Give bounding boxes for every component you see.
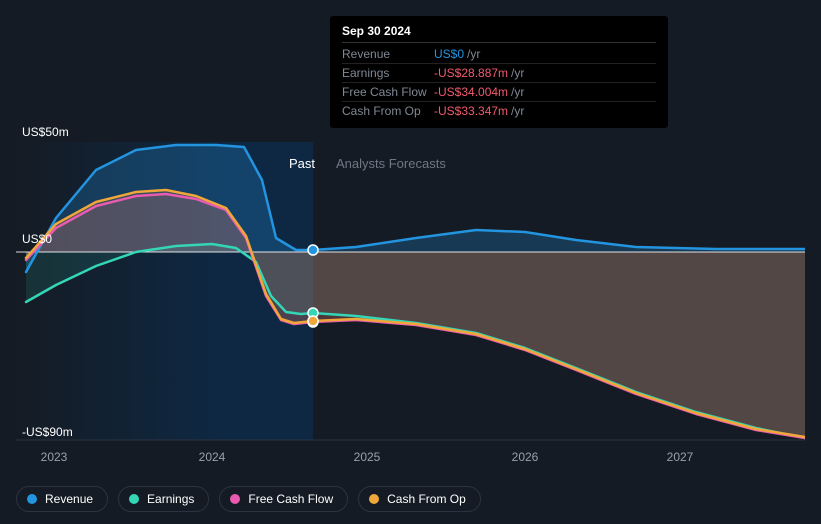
legend-item-revenue[interactable]: Revenue [16,486,108,512]
legend-item-earnings[interactable]: Earnings [118,486,209,512]
legend-dot-icon [369,494,379,504]
tooltip-row-suffix: /yr [511,104,524,118]
region-label-past: Past [289,156,315,171]
tooltip-row: Cash From Op-US$33.347m/yr [342,102,656,120]
x-axis-tick: 2024 [199,450,226,464]
legend-dot-icon [129,494,139,504]
tooltip-row-suffix: /yr [511,66,524,80]
tooltip-row-value: -US$33.347m [434,104,508,118]
y-axis-label: US$0 [22,232,52,246]
legend-label: Revenue [45,492,93,506]
tooltip-row-label: Earnings [342,66,434,80]
tooltip-row-value: -US$34.004m [434,85,508,99]
financial-chart: Past Analysts Forecasts US$50m US$0 -US$90… [16,0,805,470]
legend-label: Earnings [147,492,194,506]
tooltip-row: RevenueUS$0/yr [342,45,656,64]
legend-item-free-cash-flow[interactable]: Free Cash Flow [219,486,348,512]
tooltip-date: Sep 30 2024 [342,24,656,43]
tooltip-row-suffix: /yr [467,47,480,61]
region-label-forecast: Analysts Forecasts [336,156,446,171]
tooltip-row-label: Revenue [342,47,434,61]
tooltip-row-value: -US$28.887m [434,66,508,80]
legend-dot-icon [230,494,240,504]
tooltip-row-label: Cash From Op [342,104,434,118]
chart-legend: Revenue Earnings Free Cash Flow Cash From O… [16,486,481,512]
tooltip-row-value: US$0 [434,47,464,61]
tooltip-row: Free Cash Flow-US$34.004m/yr [342,83,656,102]
chart-tooltip: Sep 30 2024 RevenueUS$0/yrEarnings-US$28… [330,16,668,128]
legend-label: Free Cash Flow [248,492,333,506]
tooltip-row: Earnings-US$28.887m/yr [342,64,656,83]
legend-item-cash-from-op[interactable]: Cash From Op [358,486,481,512]
x-axis-tick: 2027 [667,450,694,464]
x-axis-tick: 2025 [354,450,381,464]
tooltip-row-label: Free Cash Flow [342,85,434,99]
legend-label: Cash From Op [387,492,466,506]
legend-dot-icon [27,494,37,504]
y-axis-label: US$50m [22,125,69,139]
x-axis-tick: 2023 [41,450,68,464]
tooltip-row-suffix: /yr [511,85,524,99]
x-axis-tick: 2026 [512,450,539,464]
y-axis-label: -US$90m [22,425,73,439]
